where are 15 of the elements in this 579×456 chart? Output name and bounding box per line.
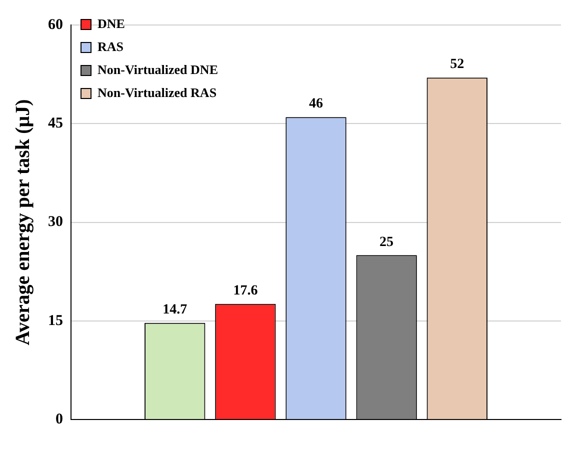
legend-label: RAS (98, 38, 124, 54)
data-label: 46 (309, 96, 323, 112)
legend-label: Non-Virtualized DNE (98, 62, 218, 77)
legend-label: Non-Virtualized RAS (98, 84, 217, 100)
data-label: 25 (380, 234, 394, 250)
y-tick-label: 30 (48, 214, 63, 230)
data-label: 17.6 (233, 283, 258, 298)
y-tick-label: 15 (48, 312, 63, 329)
legend-label: DNE (98, 16, 125, 31)
y-tick-label: 45 (48, 116, 63, 132)
data-label: 14.7 (162, 302, 188, 318)
y-axis-title: Average energy per task (μJ) (12, 99, 34, 346)
y-tick-label: 0 (56, 411, 63, 428)
y-tick-label: 60 (48, 16, 63, 33)
data-label: 52 (450, 57, 464, 72)
